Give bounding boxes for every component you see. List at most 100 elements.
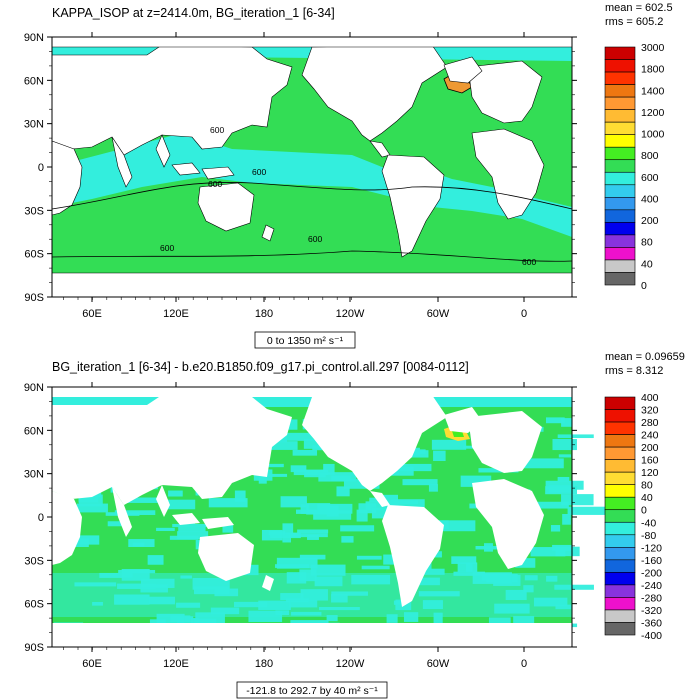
cyan-patch [515,558,536,568]
colorbar-box [604,146,636,161]
cyan-patch [433,612,443,624]
panel-2-rms: rms = 8.312 [605,365,663,377]
panel-2-mean: mean = 0.09659 [605,351,685,363]
colorbar-box [604,59,636,73]
cyan-patch [550,525,561,532]
cyan-patch [132,542,145,547]
cyan-patch [222,524,234,533]
colorbar-box [604,121,636,135]
cyan-patch [403,612,419,622]
cyan-patch [234,490,246,502]
colorbar-box [604,159,636,173]
colorbar-label: -80 [641,530,656,542]
y-tick-label: 30S [24,205,44,217]
cyan-patch [431,439,467,450]
colorbar-box [604,534,636,548]
colorbar-box [604,559,636,573]
cyan-patch [269,441,298,450]
panel-1-contour-labels: 600 600 600 600 600 600 [160,125,536,267]
y-tick-label: 0 [38,162,44,174]
y-tick-label: 0 [38,512,44,524]
cyan-patch [282,532,291,543]
panel-1-title: KAPPA_ISOP at z=2414.0m, BG_iteration_1 … [52,6,335,20]
colorbar-label: 160 [641,455,659,467]
cyan-patch [307,534,319,540]
cyan-patch [299,554,326,560]
colorbar-box [604,421,636,435]
colorbar-label: 40 [641,492,653,504]
colorbar-box [604,521,636,536]
panel-2-title: BG_iteration_1 [6-34] - b.e20.B1850.f09_… [52,360,469,374]
cyan-patch [369,497,381,502]
colorbar-box [604,471,636,485]
colorbar-label: -320 [641,605,662,617]
cyan-patch [488,617,511,625]
cyan-patch [280,496,307,508]
cyan-patch [297,529,329,534]
contour-label: 600 [160,243,174,253]
contour-label: 600 [252,167,266,177]
cyan-patch [306,503,331,515]
cyan-patch [469,503,481,509]
cyan-patch [280,432,323,441]
colorbar-label: 1000 [641,129,665,141]
colorbar-label: 80 [641,237,653,249]
colorbar-label: 120 [641,467,659,479]
cyan-patch [361,565,390,570]
panel-top: KAPPA_ISOP at z=2414.0m, BG_iteration_1 … [24,2,673,349]
colorbar-box [604,209,636,223]
panel-1-range-label: 0 to 1350 m² s⁻¹ [267,335,344,347]
colorbar-label: 0 [641,280,647,292]
colorbar-box [604,547,636,561]
cyan-patch [356,509,368,522]
colorbar-box [604,434,636,448]
cyan-patch [391,499,425,510]
colorbar-box [604,109,636,123]
cyan-patch [318,472,357,482]
y-tick-label: 90S [24,292,44,304]
cyan-patch [552,439,577,451]
x-tick-label: 60W [427,308,450,320]
colorbar-label: 600 [641,172,659,184]
colorbar-box [604,446,636,460]
cyan-patch [371,507,396,519]
cyan-patch [289,533,328,538]
cyan-patch [303,438,328,449]
cyan-patch [457,562,473,573]
cyan-patch [340,525,375,532]
cyan-patch [532,501,569,509]
x-tick-label: 120E [163,308,189,320]
colorbar-box [604,197,636,211]
panel-2-range-box [236,681,388,699]
colorbar-label: 80 [641,480,653,492]
cyan-patch [107,521,130,527]
colorbar-label: 320 [641,405,659,417]
cyan-patch [76,503,108,513]
cyan-patch [557,434,594,439]
x-tick-label: 120W [336,308,365,320]
x-tick-label: 120E [163,658,189,670]
colorbar-box [604,597,636,611]
cyan-patch [293,469,329,476]
cyan-patch [558,454,572,458]
colorbar-box [604,171,636,186]
colorbar-box [604,484,636,498]
cyan-patch [313,510,352,520]
colorbar-label: 200 [641,442,659,454]
colorbar-label: -240 [641,580,662,592]
colorbar-label: -120 [641,542,662,554]
cyan-patch [554,584,594,590]
cyan-patch [460,475,492,487]
cyan-patch [208,498,248,508]
colorbar-box [604,134,636,148]
panel-1-axes: 60E 120E 180 120W 60W 0 90N 60N 30N 0 30S 60S 90S [24,32,577,320]
cyan-patch [290,465,307,473]
cyan-patch [178,526,206,532]
colorbar-label: 1400 [641,85,665,97]
cyan-patch [168,490,183,497]
cyan-patch [156,613,185,624]
colorbar-box [604,84,636,98]
cyan-patch [336,486,350,497]
cyan-patch [261,529,283,541]
